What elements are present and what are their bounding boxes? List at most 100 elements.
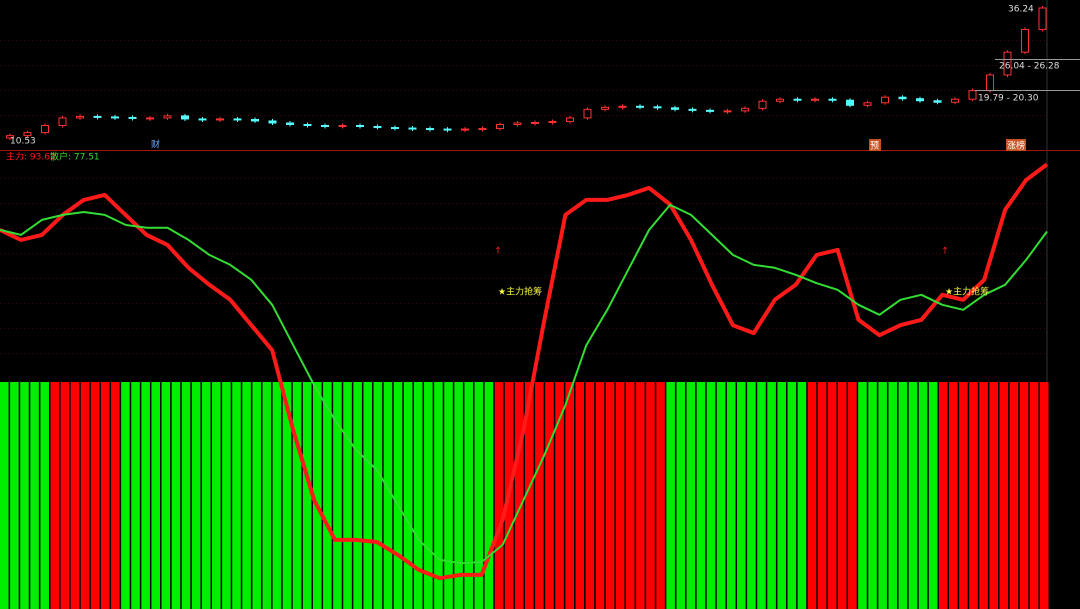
price-label: 26.04 - 26.28 (999, 62, 1060, 72)
signal-bar (323, 382, 332, 609)
signal-bar (272, 382, 282, 609)
signal-bar (0, 382, 9, 609)
signal-bar (595, 382, 605, 609)
signal-bar (646, 382, 655, 609)
signal-bar (40, 382, 49, 609)
signal-bar (908, 382, 918, 609)
signal-arrow: ↑ (494, 247, 502, 257)
signal-bar (222, 382, 231, 609)
signal-bar (30, 382, 39, 609)
signal-bar (938, 382, 948, 609)
candle-body (741, 107, 749, 112)
signal-bar (191, 382, 201, 609)
signal-bar (413, 382, 423, 609)
signal-bar (464, 382, 474, 609)
tag-box (869, 139, 881, 151)
candle-body (688, 108, 697, 111)
candle-body (128, 116, 137, 119)
signal-bar (10, 382, 19, 609)
signal-bar (282, 382, 292, 609)
signal-bar (686, 382, 696, 609)
signal-bar (999, 382, 1009, 609)
signal-bar (767, 382, 776, 609)
signal-bar (262, 382, 272, 609)
signal-bar (535, 382, 544, 609)
signal-bar (585, 382, 595, 609)
signal-bar (252, 382, 261, 609)
price-label: 10.53 (10, 137, 36, 147)
signal-bar (787, 382, 797, 609)
signal-bar (525, 382, 534, 609)
candle-body (443, 128, 452, 131)
price-label: 36.24 (1008, 5, 1034, 15)
tag-box (1006, 139, 1026, 151)
signal-bar (868, 382, 877, 609)
candle-body (198, 118, 207, 121)
signal-bar (949, 382, 958, 609)
candle-body (793, 98, 802, 101)
candle-body (811, 98, 819, 101)
signal-bar (878, 382, 887, 609)
signal-bar (848, 382, 857, 609)
signal-bar (666, 382, 675, 609)
candle-body (426, 128, 434, 131)
candle-body (916, 98, 924, 102)
signal-bar (121, 382, 130, 609)
price-label: 19.79 - 20.30 (978, 94, 1039, 104)
signal-bar (807, 382, 817, 609)
signal-bar (141, 382, 150, 609)
signal-bar (151, 382, 161, 609)
candle-body (496, 124, 504, 130)
signal-bar (979, 382, 988, 609)
annotation: ★主力抢筹 (945, 286, 989, 298)
candle-body (146, 117, 154, 120)
signal-bar (676, 382, 686, 609)
candle-body (933, 100, 942, 103)
signal-bar (434, 382, 443, 609)
signal-bar (827, 382, 837, 609)
signal-bar (888, 382, 898, 609)
signal-bar (656, 382, 665, 609)
candle-body (566, 117, 574, 122)
tag: 财 (151, 139, 160, 151)
candle-body (758, 100, 767, 109)
signal-bar (797, 382, 807, 609)
annotation: ★主力抢筹 (498, 286, 542, 298)
candle-body (41, 125, 49, 134)
candle-body (618, 105, 627, 108)
signal-bar (777, 382, 786, 609)
candle-body (391, 127, 399, 130)
signal-bar (565, 382, 574, 609)
signal-bar (444, 382, 453, 609)
signal-bar (383, 382, 393, 609)
candle-body (601, 106, 609, 110)
signal-bar (232, 382, 241, 609)
candle-body (1021, 28, 1029, 53)
signal-bar (50, 382, 60, 609)
candle-body (636, 105, 644, 108)
signal-bar (918, 382, 928, 609)
candle-body (531, 121, 539, 124)
signal-bar (615, 382, 625, 609)
candle-body (163, 115, 172, 119)
candle-body (1038, 7, 1047, 30)
signal-bar (454, 382, 463, 609)
candle-body (233, 118, 242, 121)
signal-bar (716, 382, 726, 609)
candle-body (181, 115, 189, 120)
signal-bar (80, 382, 90, 609)
candle-body (216, 118, 224, 121)
candle-body (58, 117, 67, 127)
candle-body (303, 124, 312, 127)
candle-body (776, 98, 784, 102)
candle-body (373, 126, 382, 129)
candle-body (653, 106, 662, 109)
candle-body (828, 98, 837, 101)
tag: 预 (870, 141, 879, 152)
indicator-line (0, 203, 1048, 565)
signal-bar (514, 382, 524, 609)
candle-body (286, 122, 294, 126)
signal-bar (898, 382, 908, 609)
candle-body (251, 118, 259, 122)
signal-bar (989, 382, 999, 609)
